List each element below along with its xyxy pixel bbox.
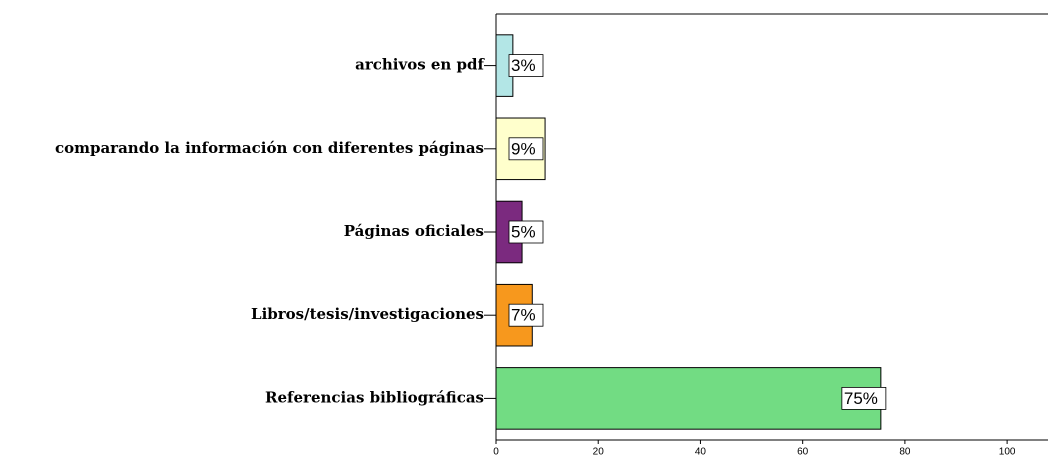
value-label-box — [508, 220, 544, 244]
value-label-box — [508, 54, 544, 77]
x-tick-label: 40 — [695, 447, 707, 457]
value-label: 7% — [511, 306, 536, 325]
x-tick-label: 0 — [493, 447, 499, 457]
x-tick-label: 80 — [899, 447, 911, 457]
y-tick-label: Libros/tesis/investigaciones — [251, 305, 484, 323]
value-label-box — [508, 303, 544, 327]
value-label-box — [508, 137, 544, 161]
x-tick-label: 60 — [797, 447, 809, 457]
value-label: 9% — [511, 139, 536, 158]
y-tick-label: Páginas oficiales — [344, 222, 484, 240]
bar — [495, 367, 882, 430]
value-label: 5% — [511, 222, 536, 241]
x-tick-label: 100 — [999, 447, 1016, 457]
value-label-box — [841, 386, 887, 410]
x-tick-label: 20 — [593, 447, 605, 457]
y-tick-label: comparando la información con diferentes… — [55, 139, 484, 157]
value-label: 75% — [844, 389, 878, 408]
value-label: 3% — [511, 56, 536, 75]
y-tick-label: archivos en pdf — [355, 56, 485, 74]
y-tick-label: Referencias bibliográficas — [265, 388, 484, 406]
